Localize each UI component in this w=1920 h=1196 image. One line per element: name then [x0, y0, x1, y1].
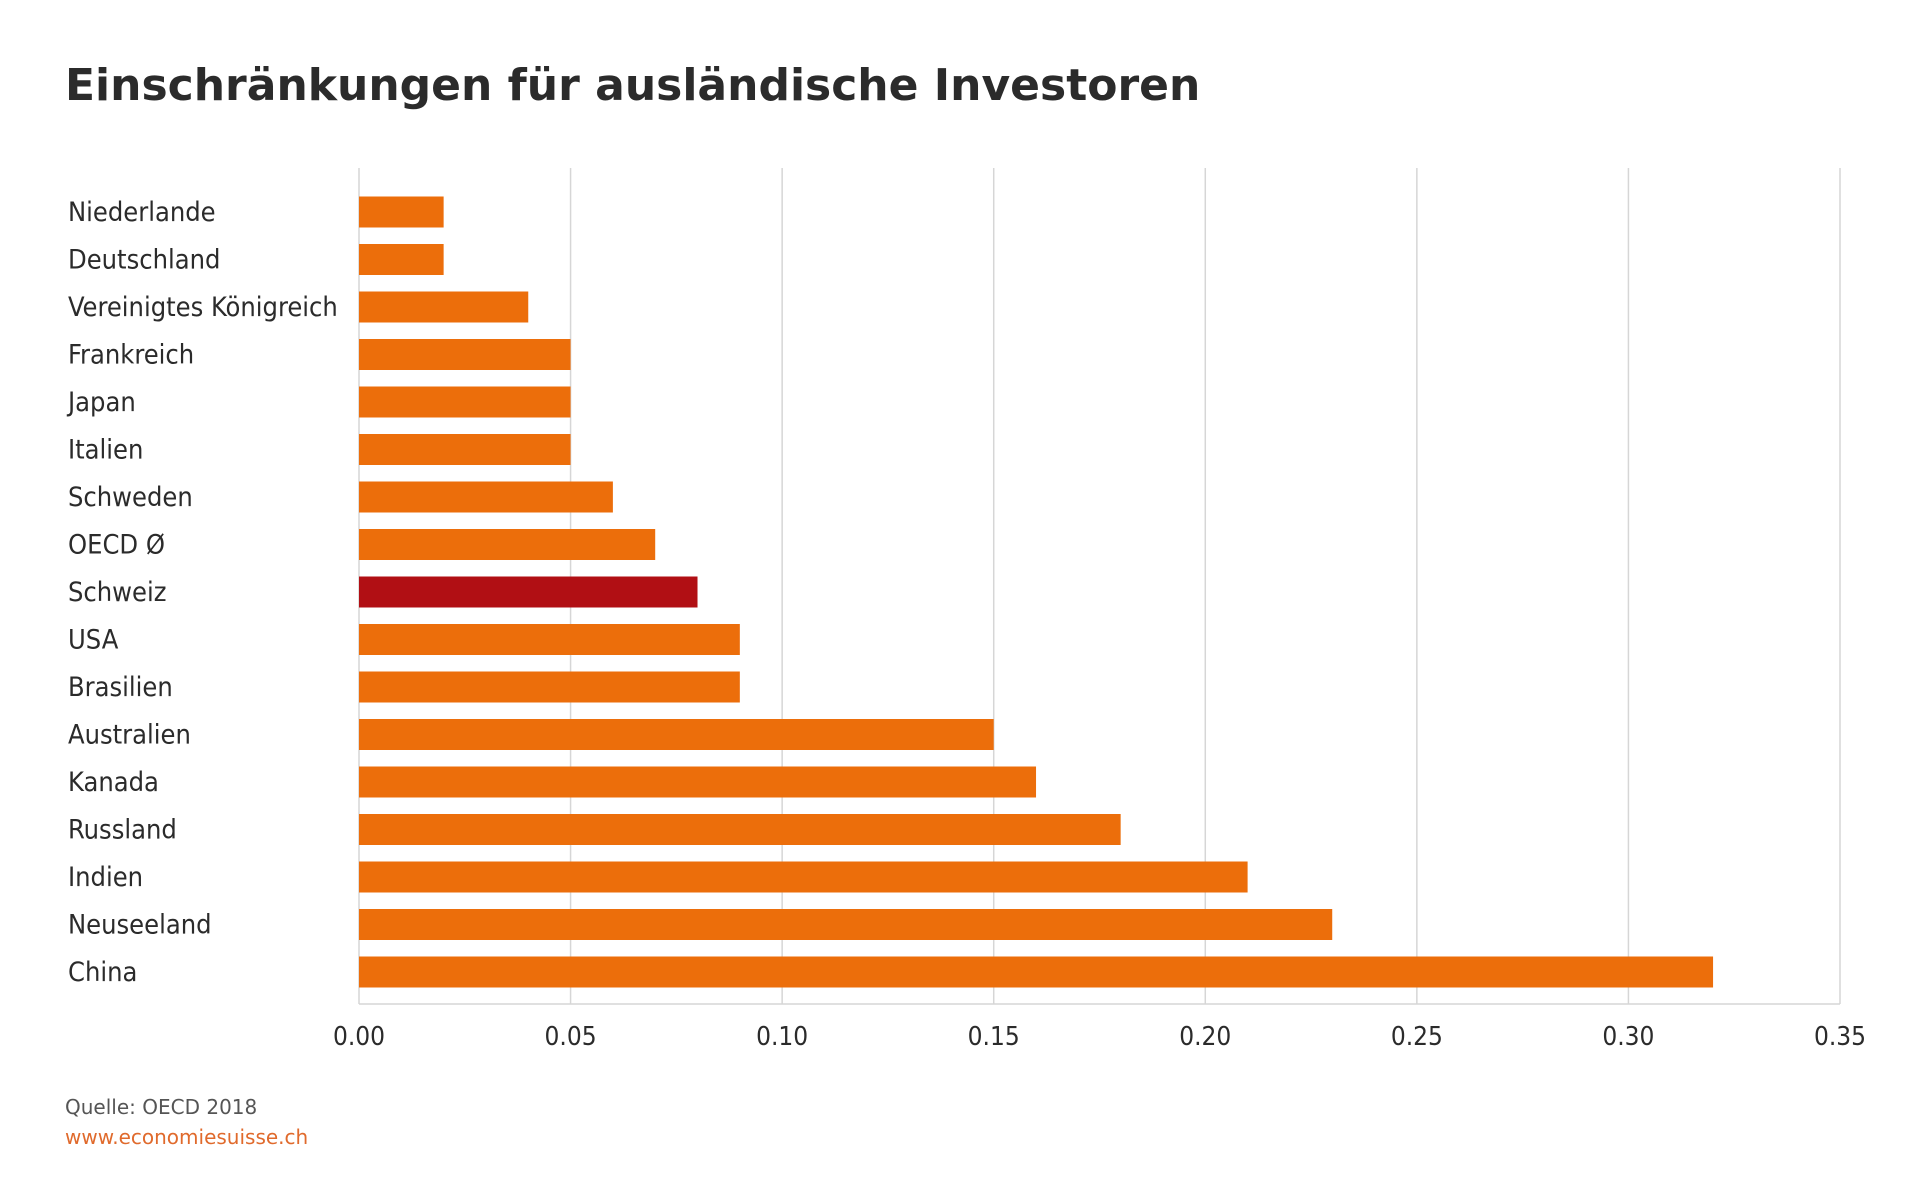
- category-labels: Niederlande Deutschland Vereinigtes Königr…: [66, 197, 338, 988]
- x-tick-label: 0.35: [1814, 1022, 1866, 1052]
- x-axis-ticks: 0.00 0.05 0.10 0.15 0.20 0.25 0.30 0.35: [333, 1022, 1866, 1052]
- chart-title: Einschränkungen für ausländische Investo…: [65, 60, 1201, 111]
- category-label: China: [68, 957, 137, 988]
- x-tick-label: 0.05: [545, 1022, 597, 1052]
- x-tick-label: 0.10: [756, 1022, 808, 1052]
- bars: [359, 196, 1714, 988]
- bar-series: [359, 909, 1333, 940]
- bar-series: [359, 386, 571, 418]
- category-label: Indien: [68, 862, 143, 893]
- x-tick-label: 0.00: [333, 1022, 385, 1052]
- x-tick-label: 0.25: [1391, 1022, 1443, 1052]
- bar-series: [359, 861, 1248, 893]
- bar-series: [359, 244, 444, 275]
- category-label: Japan: [66, 387, 136, 418]
- bar-series: [359, 196, 444, 228]
- bar-series: [359, 339, 571, 370]
- bar-series: [359, 529, 656, 560]
- bar-series: [359, 719, 994, 750]
- bar-series: [359, 481, 613, 513]
- bar-series: [359, 671, 740, 703]
- category-label: Russland: [68, 815, 177, 846]
- category-label: Niederlande: [68, 197, 216, 228]
- category-label: Italien: [68, 435, 143, 466]
- category-label: Vereinigtes Königreich: [68, 292, 338, 323]
- category-label: Schweden: [68, 482, 193, 513]
- footer: Quelle: OECD 2018 www.economiesuisse.ch: [65, 1092, 308, 1152]
- category-label: OECD Ø: [68, 530, 165, 561]
- bar-series: [359, 624, 740, 655]
- bar-series: [359, 956, 1714, 988]
- bar-series: [359, 814, 1121, 845]
- x-tick-label: 0.15: [968, 1022, 1020, 1052]
- category-label: Deutschland: [68, 245, 220, 276]
- website-link[interactable]: www.economiesuisse.ch: [65, 1125, 309, 1149]
- source-note: Quelle: OECD 2018: [65, 1095, 258, 1119]
- category-label: Neuseeland: [68, 910, 212, 941]
- category-label: Frankreich: [68, 340, 194, 371]
- category-label: Australien: [68, 720, 191, 751]
- bar-highlight: [359, 576, 698, 608]
- bar-series: [359, 766, 1037, 798]
- x-tick-label: 0.20: [1179, 1022, 1231, 1052]
- x-tick-label: 0.30: [1602, 1022, 1654, 1052]
- bar-series: [359, 291, 529, 323]
- category-label: USA: [68, 625, 119, 656]
- bar-series: [359, 434, 571, 465]
- category-label: Kanada: [68, 767, 159, 798]
- category-label: Schweiz: [68, 577, 167, 608]
- category-label: Brasilien: [68, 672, 173, 703]
